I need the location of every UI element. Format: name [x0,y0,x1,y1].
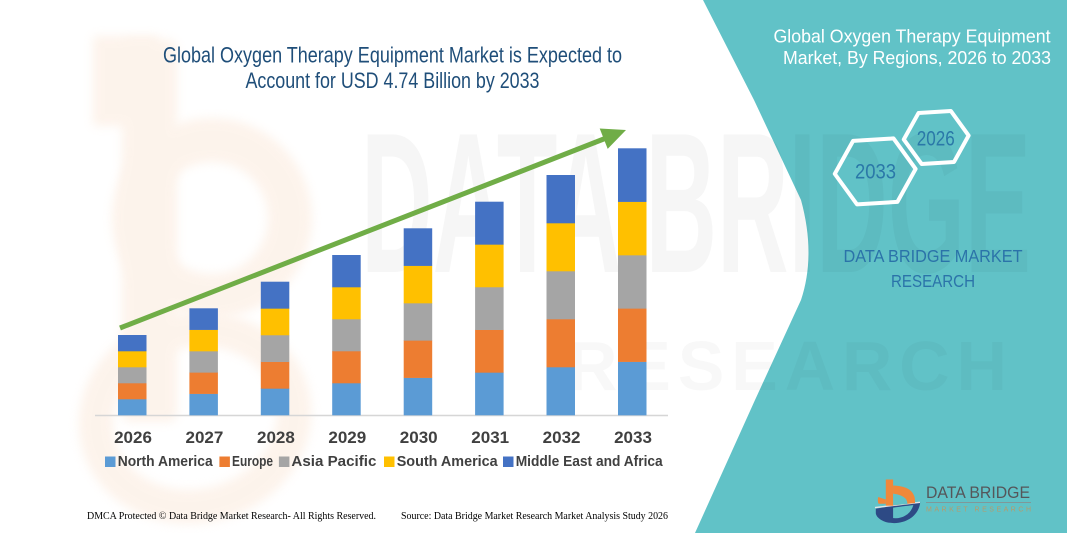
svg-text:2026: 2026 [917,128,955,151]
svg-text:2029: 2029 [328,428,366,447]
svg-text:South America: South America [397,454,499,470]
svg-text:2033: 2033 [855,161,896,184]
svg-text:Europe: Europe [232,454,273,470]
svg-text:DATA BRIDGE: DATA BRIDGE [926,484,1030,502]
svg-text:Account for USD 4.74 Billion b: Account for USD 4.74 Billion by 2033 [246,68,540,93]
svg-text:Asia Pacific: Asia Pacific [291,454,376,470]
svg-text:2026: 2026 [114,428,152,447]
svg-text:Source: Data Bridge Market Res: Source: Data Bridge Market Research Mark… [401,511,668,522]
svg-text:2031: 2031 [471,428,509,447]
svg-text:MARKET RESEARCH: MARKET RESEARCH [926,507,1031,514]
svg-text:Global Oxygen Therapy Equipmen: Global Oxygen Therapy Equipment Market i… [163,43,622,68]
svg-text:Global Oxygen Therapy Equipmen: Global Oxygen Therapy Equipment [774,27,1051,47]
svg-text:DATA BRIDGE MARKET: DATA BRIDGE MARKET [844,246,1023,266]
svg-text:North America: North America [118,454,214,470]
svg-text:RESEARCH: RESEARCH [891,271,975,291]
svg-text:2032: 2032 [543,428,581,447]
svg-text:Market, By Regions, 2026 to 20: Market, By Regions, 2026 to 2033 [783,48,1051,68]
svg-text:DMCA Protected © Data Bridge M: DMCA Protected © Data Bridge Market Rese… [87,511,376,522]
svg-text:2033: 2033 [614,428,652,447]
svg-text:2030: 2030 [400,428,438,447]
svg-text:2028: 2028 [257,428,295,447]
svg-text:Middle East and Africa: Middle East and Africa [516,454,664,470]
svg-text:2027: 2027 [185,428,223,447]
